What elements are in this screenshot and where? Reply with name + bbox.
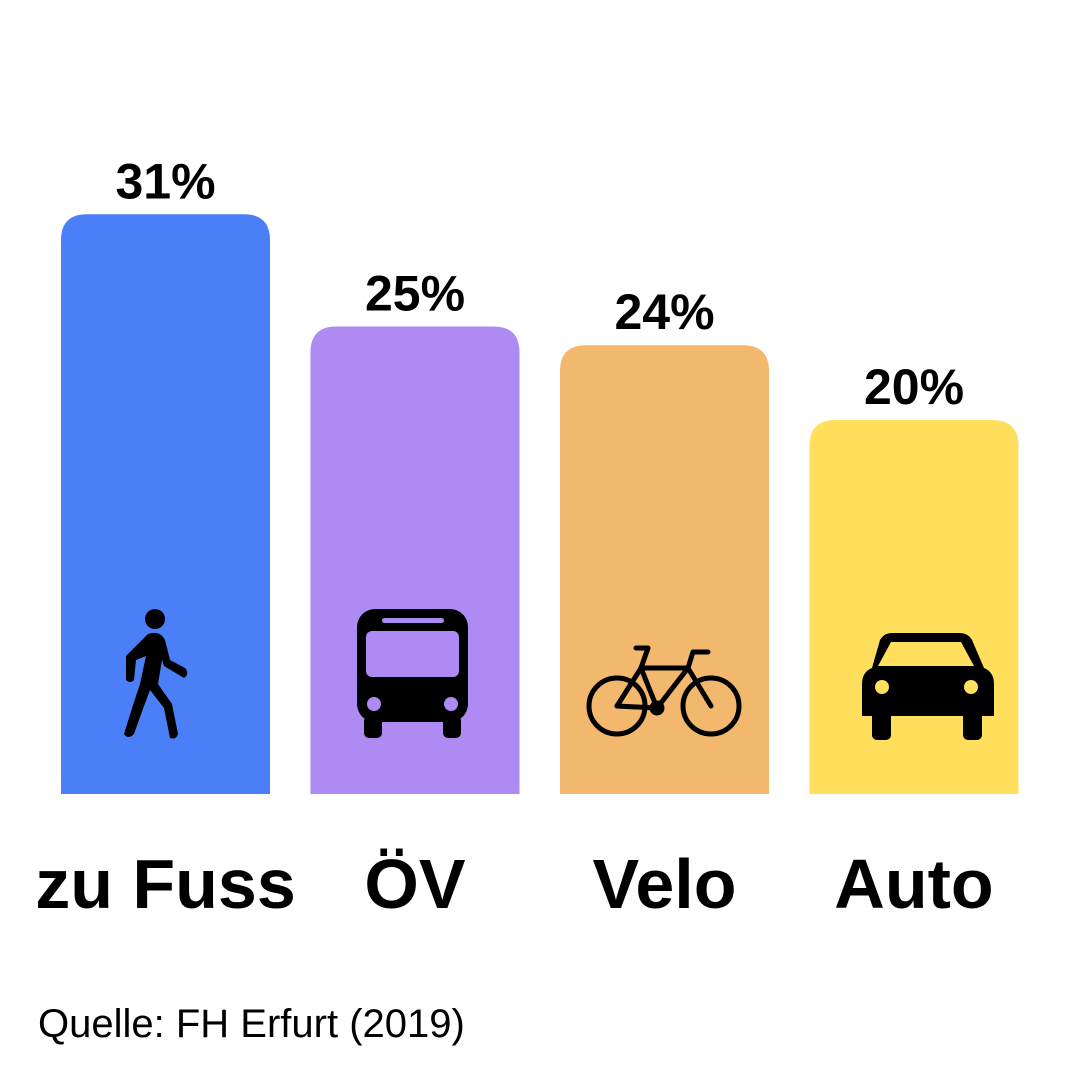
category-label-1: ÖV bbox=[364, 845, 465, 923]
bar-3 bbox=[809, 420, 1019, 794]
value-label-1: 25% bbox=[365, 266, 465, 322]
bicycle-icon bbox=[586, 645, 742, 737]
bar-1 bbox=[310, 326, 520, 794]
category-label-3: Auto bbox=[834, 845, 993, 923]
value-label-3: 20% bbox=[864, 359, 964, 415]
category-label-2: Velo bbox=[593, 845, 737, 923]
value-label-0: 31% bbox=[115, 153, 215, 209]
value-label-2: 24% bbox=[614, 284, 714, 340]
bar-2 bbox=[560, 345, 769, 794]
source-note: Quelle: FH Erfurt (2019) bbox=[38, 1002, 465, 1046]
pedestrian-icon bbox=[124, 609, 188, 739]
car-icon bbox=[862, 633, 994, 740]
bar-0 bbox=[61, 214, 270, 795]
category-label-0: zu Fuss bbox=[35, 845, 296, 923]
category-labels-group: zu Fuss ÖV Velo Auto bbox=[35, 845, 993, 923]
value-labels-group: 31% 25% 24% 20% bbox=[115, 153, 964, 415]
bus-icon bbox=[357, 609, 468, 738]
